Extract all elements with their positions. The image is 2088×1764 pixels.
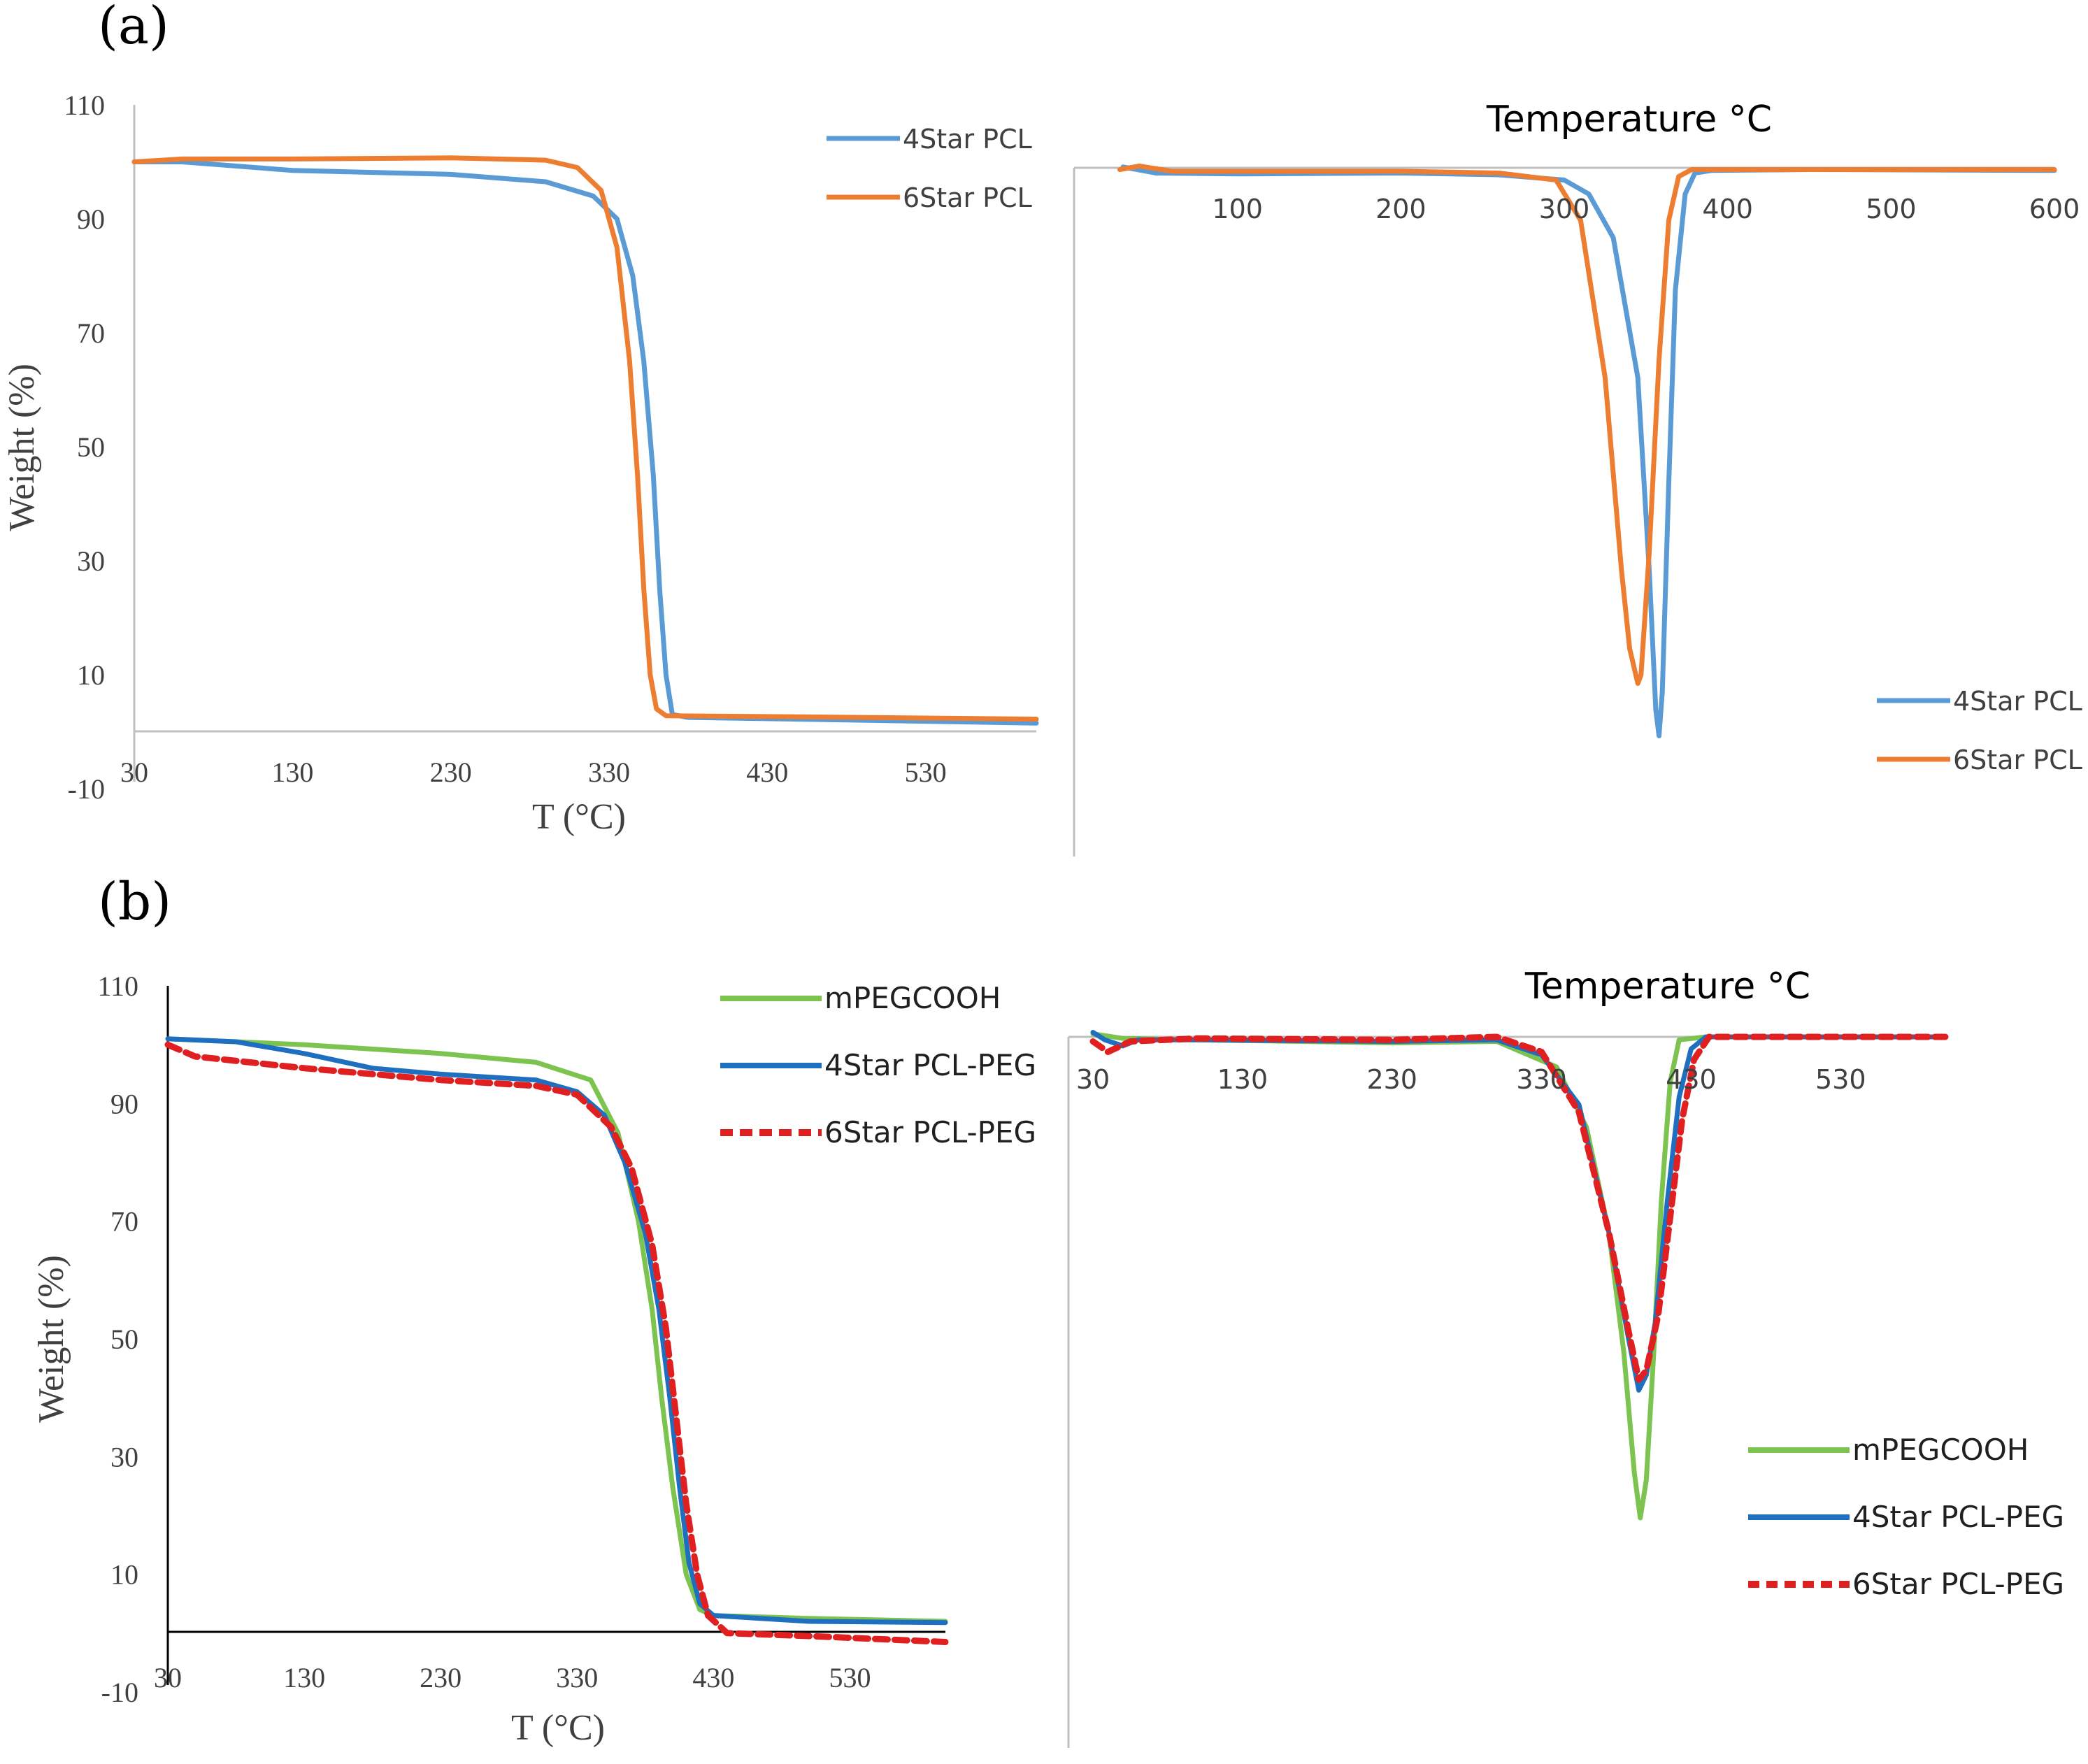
x-tick-label: 330 [588,756,630,788]
y-tick-label: 50 [110,1324,138,1355]
series-line-mpegcooh [1090,1031,1948,1521]
x-tick-label: 130 [283,1662,325,1693]
chart-b-dtg: Temperature °C 30 130 230 330 430 530 mPEGCOO… [1067,966,2064,1748]
series-line-6star-pcl [1117,164,2057,686]
chart-b-tga: Weight (%) T (°C) 110 90 70 50 30 10 -10 30 130 2… [31,970,1036,1748]
x-tick-label: 30 [1076,1064,1110,1095]
x-tick-label: 430 [1666,1064,1717,1095]
chart-title: Temperature °C [1486,99,1772,141]
x-tick-label: 430 [692,1662,734,1693]
y-tick-label: 30 [110,1441,138,1472]
x-axis-title: T (°C) [532,797,626,837]
legend-label: 4Star PCL-PEG [1852,1500,2064,1534]
legend-label: 6Star PCL [1953,745,2082,775]
y-tick-label: 90 [77,203,105,235]
x-tick-label: 600 [2029,194,2080,224]
legend-label: 4Star PCL-PEG [824,1048,1036,1082]
y-tick-label: 90 [110,1088,138,1119]
x-tick-label: 230 [1366,1064,1417,1095]
y-tick-label: 70 [77,317,105,349]
series-line-6star-pcl [131,155,1039,722]
x-tick-label: 230 [420,1662,462,1693]
y-tick-label: 110 [97,970,138,1002]
x-tick-label: 530 [1815,1064,1866,1095]
x-tick-label: 530 [905,756,947,788]
x-tick-label: 200 [1375,194,1426,224]
chart-a-tga: Weight (%) T (°C) 110 90 70 50 30 10 -10 30 130 2… [2,89,1039,837]
x-tick-label: 530 [829,1662,871,1693]
y-tick-label: 110 [64,89,105,121]
series-line-4star-pcl [1120,164,2057,738]
legend-label: 6Star PCL-PEG [1852,1567,2064,1601]
x-tick-label: 230 [430,756,472,788]
x-tick-label: 300 [1539,194,1590,224]
x-tick-label: 30 [120,756,148,788]
panel-label-a: (a) [98,0,169,56]
x-tick-label: 400 [1702,194,1753,224]
legend-label: mPEGCOOH [1852,1433,2029,1467]
x-axis-title: T (°C) [511,1708,605,1748]
x-tick-label: 100 [1212,194,1263,224]
x-tick-label: 330 [556,1662,598,1693]
y-tick-label: 10 [110,1559,138,1591]
legend-label: 6Star PCL-PEG [824,1115,1036,1149]
x-tick-label: 130 [1217,1064,1268,1095]
series-line-6star-pcl-peg [164,1041,949,1645]
y-tick-label: -10 [101,1677,138,1708]
legend-label: 6Star PCL [903,182,1032,213]
series-line-6star-pcl-peg [1089,1033,1949,1383]
series-line-4star-pcl [131,159,1039,726]
legend-label: 4Star PCL [1953,686,2082,717]
y-tick-label: 30 [77,545,105,577]
y-axis-title: Weight (%) [31,1255,71,1423]
chart-a-dtg: Temperature °C 100 200 300 400 500 600 4Star … [1073,99,2082,856]
y-tick-label: 10 [77,659,105,691]
x-tick-label: 330 [1516,1064,1567,1095]
x-tick-label: 430 [746,756,788,788]
chart-title: Temperature °C [1524,966,1810,1008]
legend-label: 4Star PCL [903,124,1032,155]
series-line-4star-pcl-peg [165,1036,948,1626]
y-tick-label: 70 [110,1206,138,1238]
y-tick-label: 50 [77,431,105,463]
y-tick-label: -10 [68,773,105,805]
legend-label: mPEGCOOH [824,981,1001,1015]
y-axis-title: Weight (%) [2,364,42,531]
x-tick-label: 30 [154,1662,182,1693]
panel-label-b: (b) [98,872,171,932]
x-tick-label: 500 [1866,194,1917,224]
x-tick-label: 130 [271,756,313,788]
